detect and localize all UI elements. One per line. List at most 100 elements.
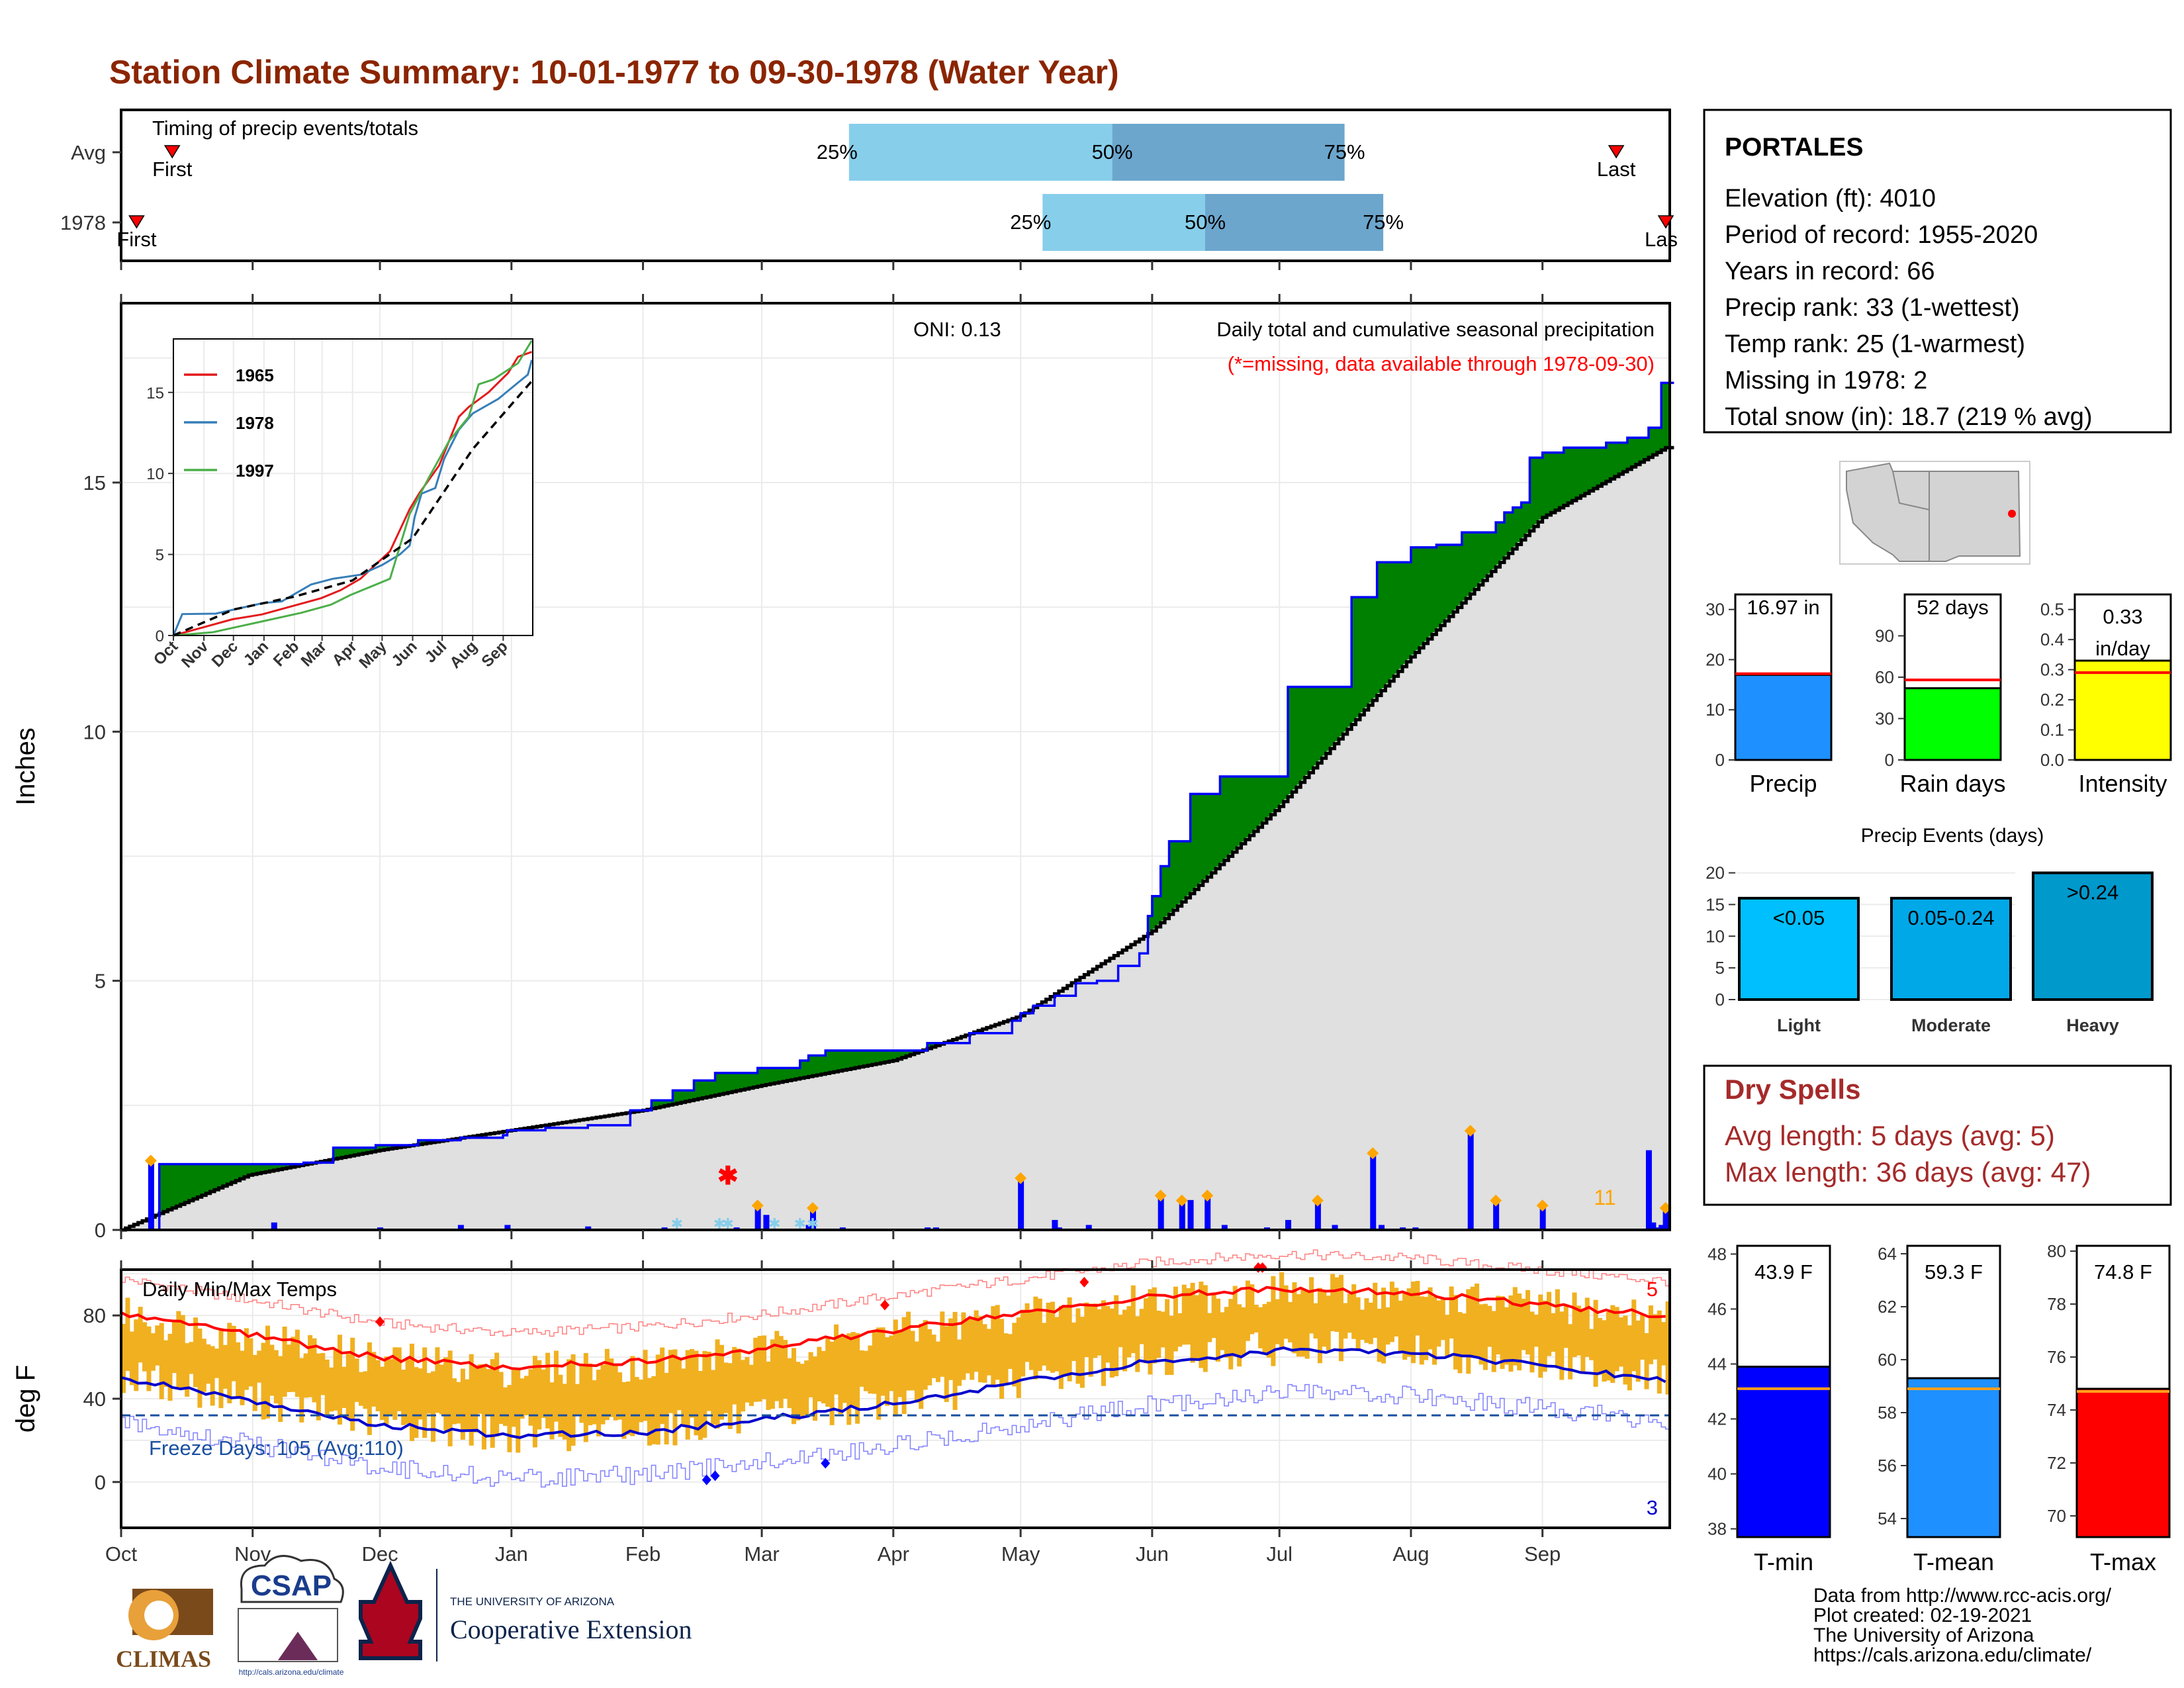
- precip-departure-fill: [1398, 562, 1403, 669]
- station-line: Precip rank: 33 (1-wettest): [1725, 294, 2020, 322]
- temp-plot: [120, 1249, 1670, 1528]
- precip-departure-fill: [876, 1051, 882, 1064]
- daily-temp-bar: [303, 1353, 308, 1398]
- temp-summary-t-max-label: T-max: [2090, 1548, 2156, 1575]
- daily-temp-bar: [1415, 1280, 1420, 1336]
- summary-intensity-tick-label: 0.1: [2040, 720, 2064, 740]
- daily-precip-bar: [1221, 1225, 1228, 1230]
- daily-temp-bar: [583, 1353, 588, 1442]
- precip-departure-fill: [171, 1164, 177, 1207]
- daily-temp-bar: [494, 1352, 500, 1437]
- precip-departure-fill: [1394, 562, 1399, 674]
- month-axis: Oct Nov Dec Jan Feb Mar Apr May Jun Jul Aug Sep: [105, 1260, 1561, 1566]
- daily-temp-bar: [1521, 1299, 1526, 1350]
- daily-temp-bar: [817, 1346, 822, 1402]
- daily-temp-bar: [498, 1372, 504, 1425]
- dry-spells-max: Max length: 36 days (avg: 47): [1725, 1156, 2091, 1188]
- inset-y-tick-label: 10: [146, 465, 164, 483]
- daily-temp-bar: [1402, 1292, 1408, 1360]
- temp-summary-t-min-value-bar: [1736, 1366, 1831, 1538]
- daily-temp-bar: [1665, 1301, 1670, 1395]
- precip-departure-fill: [868, 1051, 873, 1065]
- precip-departure-fill: [1614, 442, 1619, 476]
- daily-temp-bar: [812, 1356, 817, 1421]
- summary-intensity-value-bar: [2073, 659, 2172, 761]
- daily-temp-bar: [567, 1359, 572, 1452]
- daily-temp-bar: [524, 1376, 529, 1415]
- daily-temp-bar: [676, 1358, 682, 1411]
- precip-departure-fill: [206, 1164, 211, 1193]
- precip-departure-fill: [1661, 383, 1666, 449]
- summary-intensity-tick-label: 0.4: [2040, 630, 2064, 649]
- daily-temp-bar: [923, 1320, 928, 1390]
- daily-temp-bar: [1165, 1299, 1170, 1376]
- daily-temp-bar: [910, 1331, 915, 1391]
- precip-departure-fill: [197, 1164, 203, 1196]
- temp-y-tick-label: 40: [83, 1387, 106, 1411]
- precip-y-tick-label: 15: [83, 471, 106, 494]
- daily-temp-bar: [1012, 1323, 1017, 1387]
- daily-temp-bar: [1373, 1282, 1378, 1338]
- daily-temp-bar: [1007, 1334, 1013, 1369]
- temp-summary-value-text: 74.8 F: [2094, 1260, 2152, 1284]
- precip-departure-fill: [817, 1055, 822, 1075]
- temp-summary-t-min-label: T-min: [1754, 1548, 1813, 1575]
- daily-temp-bar: [825, 1338, 831, 1407]
- daily-temp-bar: [163, 1340, 169, 1387]
- daily-temp-bar: [1347, 1293, 1352, 1333]
- precip-departure-fill: [1653, 428, 1658, 454]
- daily-temp-bar: [1160, 1311, 1165, 1348]
- precip-departure-fill: [388, 1145, 394, 1149]
- precip-departure-fill: [1584, 447, 1590, 492]
- daily-temp-bar: [380, 1366, 385, 1421]
- daily-temp-bar: [159, 1323, 164, 1399]
- precip-departure-fill: [736, 1072, 741, 1091]
- daily-temp-bar: [282, 1327, 287, 1397]
- precip-departure-fill: [1635, 438, 1641, 463]
- daily-temp-bar: [1245, 1280, 1250, 1341]
- daily-temp-bar: [218, 1328, 224, 1409]
- precip-departure-fill: [1334, 686, 1340, 741]
- daily-temp-bar: [647, 1378, 652, 1446]
- daily-temp-bar: [1398, 1300, 1403, 1351]
- daily-temp-bar: [460, 1368, 465, 1440]
- event-bar: [1890, 896, 2012, 1002]
- daily-temp-bar: [1598, 1318, 1603, 1375]
- precip-departure-fill: [850, 1051, 856, 1068]
- precip-departure-fill: [345, 1147, 351, 1156]
- daily-temp-bar: [1050, 1301, 1056, 1373]
- precip-departure-fill: [244, 1164, 250, 1176]
- events-tick-label: 10: [1706, 926, 1725, 946]
- precip-departure-fill: [1559, 452, 1565, 507]
- event-bar-label: >0.24: [2067, 881, 2118, 904]
- summary-rain-days-tick-label: 90: [1875, 626, 1894, 646]
- precip-departure-fill: [354, 1147, 359, 1155]
- daily-temp-bar: [1037, 1298, 1042, 1372]
- climas-sun-core: [144, 1601, 173, 1630]
- daily-temp-bar: [1216, 1298, 1221, 1362]
- daily-temp-bar: [1491, 1311, 1496, 1372]
- precip-departure-fill: [846, 1051, 852, 1069]
- daily-temp-bar: [863, 1350, 868, 1391]
- daily-temp-bar: [193, 1317, 198, 1387]
- daily-temp-bar: [1288, 1301, 1293, 1342]
- precip-departure-fill: [180, 1164, 185, 1203]
- daily-temp-bar: [1317, 1288, 1322, 1364]
- precip-departure-fill: [1343, 686, 1348, 732]
- daily-temp-bar: [1424, 1297, 1429, 1360]
- precip-departure-fill: [189, 1164, 194, 1200]
- precip-departure-fill: [1487, 532, 1492, 574]
- snow-marker: [1311, 1194, 1324, 1207]
- precip-departure-fill: [218, 1164, 224, 1188]
- trace-marker: ✱: [807, 1215, 819, 1232]
- daily-temp-bar: [944, 1326, 949, 1402]
- daily-temp-bar: [1173, 1286, 1178, 1352]
- precip-departure-fill: [1555, 452, 1561, 509]
- month-label: Jul: [1266, 1542, 1293, 1566]
- daily-temp-bar: [1220, 1312, 1225, 1350]
- daily-temp-bar: [329, 1367, 334, 1412]
- daily-temp-bar: [1631, 1299, 1637, 1372]
- daily-temp-bar: [1326, 1295, 1331, 1350]
- precip-departure-fill: [1194, 794, 1200, 888]
- daily-temp-bar: [1525, 1289, 1531, 1355]
